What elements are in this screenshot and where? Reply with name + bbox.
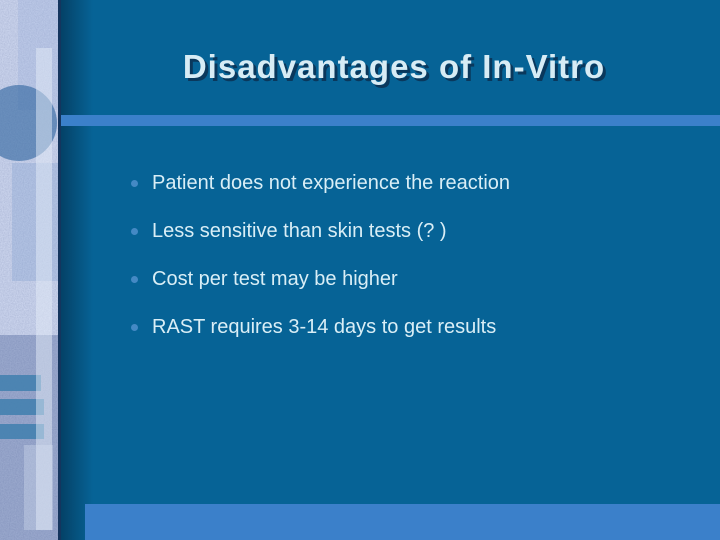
bullet-dot-icon	[131, 323, 138, 331]
footer-band	[85, 504, 720, 540]
texture-edge-line	[58, 0, 61, 540]
bullet-text: Less sensitive than skin tests (? )	[152, 219, 447, 242]
left-texture-strip	[0, 0, 61, 540]
bullet-text: RAST requires 3-14 days to get results	[152, 315, 497, 338]
slide-title: Disadvantages of In-Vitro	[182, 48, 606, 85]
bullet-dot-icon	[131, 227, 138, 235]
bullet-item: Cost per test may be higher	[0, 255, 720, 303]
bullet-dot-icon	[131, 179, 138, 187]
bullet-list: Patient does not experience the reaction…	[0, 159, 720, 351]
bullet-item: Less sensitive than skin tests (? )	[0, 207, 720, 255]
bullet-text: Patient does not experience the reaction	[152, 171, 511, 194]
bullet-dot-icon	[131, 275, 138, 283]
h-bar-motif	[0, 424, 44, 439]
h-bar-motif	[0, 375, 41, 391]
h-bar-motif	[0, 399, 44, 415]
v-bar-motif	[36, 48, 52, 530]
bullet-item: Patient does not experience the reaction	[0, 159, 720, 207]
bullet-item: RAST requires 3-14 days to get results	[0, 303, 720, 351]
texture-shadow	[61, 0, 93, 540]
bullet-text: Cost per test may be higher	[152, 267, 398, 290]
light-patch-motif	[24, 445, 53, 530]
title-underline-band	[61, 115, 720, 126]
